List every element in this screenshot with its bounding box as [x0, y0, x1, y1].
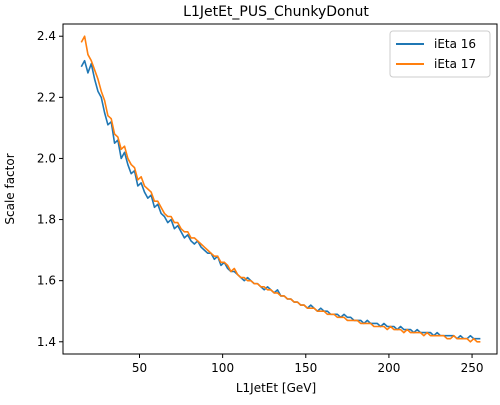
y-axis: 1.4 1.6 1.8 2.0 2.2 2.4 [37, 29, 63, 349]
legend-label-iEta17: iEta 17 [434, 57, 476, 71]
legend-box [389, 30, 491, 78]
x-tick-label: 100 [211, 361, 234, 375]
x-axis-label: L1JetEt [GeV] [236, 381, 316, 395]
y-tick-label: 2.0 [37, 151, 56, 165]
x-tick-label: 250 [461, 361, 484, 375]
y-axis-label: Scale factor [3, 153, 17, 224]
axes-frame [62, 23, 498, 355]
legend: iEta 16 iEta 17 [389, 30, 491, 78]
y-tick-label: 1.6 [37, 274, 56, 288]
y-tick-label: 1.4 [37, 335, 56, 349]
y-tick-label: 2.2 [37, 90, 56, 104]
x-axis: 50 100 150 200 250 [132, 354, 484, 375]
y-tick-label: 2.4 [37, 29, 56, 43]
x-tick-label: 200 [377, 361, 400, 375]
series-line-iEta17 [80, 35, 481, 343]
y-tick-label: 1.8 [37, 213, 56, 227]
plot-area [80, 35, 481, 343]
x-tick-label: 150 [294, 361, 317, 375]
legend-label-iEta16: iEta 16 [434, 37, 476, 51]
x-tick-label: 50 [132, 361, 147, 375]
chart-title: L1JetEt_PUS_ChunkyDonut [183, 4, 369, 20]
